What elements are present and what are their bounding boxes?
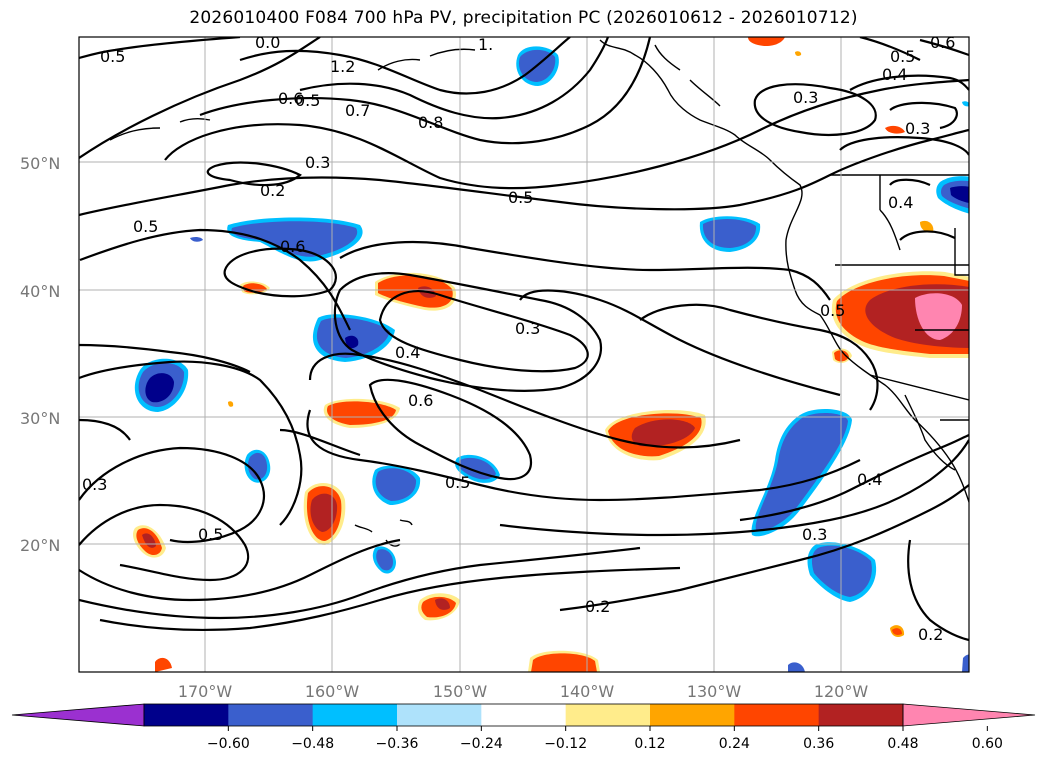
contour-label: 0.3: [82, 475, 107, 494]
contour-label: 0.5: [508, 188, 533, 207]
contour-label: 1.: [478, 35, 493, 54]
contour-label: 0.5: [198, 525, 223, 544]
coastlines: [109, 39, 969, 547]
colorbar-outline: [143, 703, 904, 727]
contour-label: 0.2: [585, 597, 610, 616]
contour-label: 0.8: [418, 113, 443, 132]
lon-label: 150°W: [433, 682, 488, 701]
colorbar-segment: [144, 704, 229, 726]
lat-label: 30°N: [20, 409, 60, 428]
contour-label: 0.6: [280, 237, 305, 256]
contour-label: 0.4: [882, 65, 907, 84]
colorbar-segment: [734, 704, 820, 726]
contour-label: 0.6: [408, 391, 433, 410]
lon-label: 120°W: [814, 682, 869, 701]
contour-label: 0.5: [133, 217, 158, 236]
colorbar-tick-label: −0.60: [207, 736, 250, 752]
colorbar-tick-label: 0.60: [972, 736, 1003, 752]
colorbar-tick-label: 0.36: [803, 736, 834, 752]
contour-label: 0.3: [305, 153, 330, 172]
contour-label: 0.7: [345, 101, 370, 120]
contour-label: 0.5: [820, 301, 845, 320]
colorbar-segments: [11, 703, 1036, 727]
contour-label: 0.3: [515, 319, 540, 338]
contour-labels: 0.5 0.0 1.2 1. 0.6 0.5 0.7 0.8 0.3 0.2 0…: [82, 33, 955, 644]
colorbar-tick-label: 0.48: [887, 736, 918, 752]
colorbar-segment: [481, 704, 567, 726]
contour-label: 0.6: [278, 89, 303, 108]
contour-label: 0.4: [395, 343, 420, 362]
contour-label: 1.2: [330, 57, 355, 76]
contour-label: 0.6: [930, 33, 955, 52]
colorbar-segment: [565, 704, 651, 726]
colorbar: −0.60 −0.48 −0.36 −0.24 −0.12 0.12 0.24 0.36 0.4…: [11, 703, 1036, 752]
contour-label: 0.5: [295, 91, 320, 110]
colorbar-segment: [312, 704, 398, 726]
colorbar-extend-low: [11, 703, 145, 727]
colorbar-tick-label: −0.48: [291, 736, 334, 752]
lon-label: 160°W: [305, 682, 360, 701]
contour-label: 0.3: [905, 119, 930, 138]
latitude-labels: 50°N 40°N 30°N 20°N: [20, 154, 60, 555]
colorbar-tick-label: 0.12: [634, 736, 665, 752]
contour-label: 0.2: [260, 181, 285, 200]
colorbar-segment: [228, 704, 314, 726]
lon-label: 130°W: [687, 682, 742, 701]
colorbar-segment: [650, 704, 735, 726]
colorbar-tick-label: 0.24: [719, 736, 750, 752]
colorbar-tick-label: −0.24: [460, 736, 503, 752]
contour-label: 0.2: [918, 625, 943, 644]
lat-label: 20°N: [20, 536, 60, 555]
lon-label: 140°W: [560, 682, 615, 701]
colorbar-tick-label: −0.12: [544, 736, 587, 752]
precip-positive-regions: [132, 37, 969, 672]
contour-label: 0.4: [857, 470, 882, 489]
lon-label: 170°W: [178, 682, 233, 701]
precip-negative-regions: [134, 46, 969, 672]
graticule: [79, 37, 969, 672]
contour-label: 0.5: [890, 47, 915, 66]
colorbar-extend-high: [902, 703, 1036, 727]
map-frame: [78, 36, 970, 673]
contour-label: 0.4: [888, 193, 913, 212]
pv-contours: [79, 37, 969, 642]
colorbar-segment: [818, 704, 904, 726]
lat-label: 40°N: [20, 282, 60, 301]
colorbar-segment: [397, 704, 482, 726]
contour-label: 0.5: [445, 473, 470, 492]
colorbar-ticks: −0.60 −0.48 −0.36 −0.24 −0.12 0.12 0.24 0.36 0.4…: [207, 726, 1003, 752]
contour-label: 0.5: [100, 47, 125, 66]
map-title: 2026010400 F084 700 hPa PV, precipitatio…: [189, 8, 858, 28]
contour-label: 0.0: [255, 33, 280, 52]
contour-label: 0.3: [793, 88, 818, 107]
contour-label: 0.3: [802, 525, 827, 544]
longitude-labels: 170°W 160°W 150°W 140°W 130°W 120°W: [178, 682, 869, 701]
colorbar-tick-label: −0.36: [376, 736, 419, 752]
lat-label: 50°N: [20, 154, 60, 173]
